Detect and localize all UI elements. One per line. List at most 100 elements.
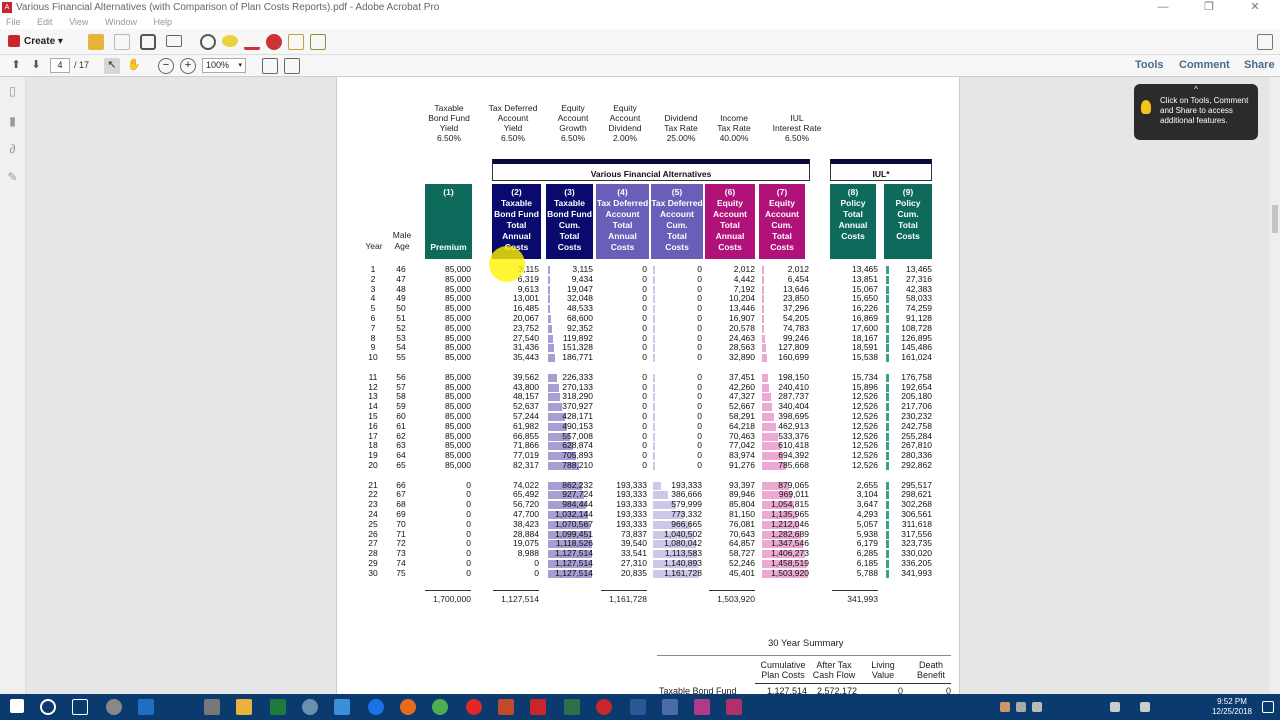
attachments-icon[interactable]: ∂ [9, 142, 16, 156]
table-cell: 490,153 [562, 420, 593, 431]
fit-page-icon[interactable] [262, 58, 278, 74]
table-cell: 65 [396, 460, 406, 470]
table-cell: 42,260 [729, 381, 755, 392]
gear-icon[interactable] [200, 34, 216, 50]
app3-icon[interactable] [596, 699, 612, 715]
fit-width-icon[interactable] [284, 58, 300, 74]
print-icon[interactable] [140, 34, 156, 50]
vertical-scrollbar[interactable] [1270, 77, 1280, 694]
create-button[interactable]: Create ▾ [8, 34, 63, 50]
scrollbar-thumb[interactable] [1272, 205, 1278, 233]
zoom-out-icon[interactable]: − [158, 58, 174, 74]
file-explorer-icon[interactable] [236, 699, 252, 715]
zoom-select[interactable]: 100% ▾ [202, 58, 246, 73]
notifications-icon[interactable] [1262, 701, 1274, 713]
email-icon[interactable] [166, 35, 182, 47]
column-header-line: Account [605, 209, 640, 219]
wifi-icon[interactable] [1110, 702, 1120, 712]
highlight-pen-icon[interactable] [244, 34, 260, 50]
next-page-icon[interactable]: ⬇ [31, 59, 41, 71]
table-cell: 0 [466, 518, 471, 529]
rate-l1 [704, 103, 764, 113]
export-icon[interactable] [288, 34, 304, 50]
zoom-in-icon[interactable]: + [180, 58, 196, 74]
table-cell: 85,000 [445, 381, 471, 392]
word-icon[interactable] [630, 699, 646, 715]
system-clock[interactable]: 9:52 PM 12/25/2018 [1212, 697, 1252, 717]
tray-icon-2[interactable] [1016, 702, 1026, 712]
table-cell: 1,099,451 [555, 528, 593, 539]
table-cell: 0 [642, 273, 647, 284]
table-cell: 6 [370, 313, 376, 323]
table-cell: 0 [466, 509, 471, 519]
table-cell: 862,232 [562, 479, 593, 490]
tools-link[interactable]: Tools [1135, 59, 1164, 71]
table-cell: 193,333 [616, 509, 647, 519]
menu-file[interactable]: File [6, 17, 21, 27]
sign-icon[interactable] [266, 34, 282, 50]
column-header-9: (9) Policy Cum. Total Costs [884, 184, 932, 259]
expand-icon[interactable] [1257, 34, 1273, 50]
comment-link[interactable]: Comment [1179, 59, 1230, 71]
task-view-icon[interactable] [72, 699, 88, 715]
app6-icon[interactable] [726, 699, 742, 715]
value-bar [762, 432, 779, 441]
table-cell: 58,291 [729, 411, 755, 421]
edge-icon[interactable] [368, 699, 384, 715]
app-icon[interactable] [302, 699, 318, 715]
settings-gear-icon[interactable] [106, 699, 122, 715]
search-icon[interactable] [40, 699, 56, 715]
save-icon[interactable] [114, 34, 130, 50]
table-cell: 4,293 [856, 509, 878, 519]
select-cursor-icon[interactable]: ↖ [104, 58, 120, 74]
table-cell: 85,000 [445, 391, 471, 402]
collapse-caret-icon[interactable]: ^ [1194, 85, 1198, 94]
tray-icon-3[interactable] [1032, 702, 1042, 712]
share-link[interactable]: Share [1244, 59, 1275, 71]
network-app-icon[interactable] [334, 699, 350, 715]
acrobat-taskbar-icon[interactable] [530, 699, 546, 715]
open-folder-icon[interactable] [88, 34, 104, 50]
restore-button[interactable]: ❐ [1204, 1, 1214, 13]
chrome-icon[interactable] [432, 699, 448, 715]
table-cell: 76,081 [729, 518, 755, 529]
opera-icon[interactable] [466, 699, 482, 715]
app2-icon[interactable] [564, 699, 580, 715]
table-cell: 6,319 [517, 273, 539, 284]
powerpoint-icon[interactable] [498, 699, 514, 715]
table-cell: 85,000 [445, 322, 471, 333]
menu-window[interactable]: Window [104, 17, 137, 27]
value-bar [762, 550, 805, 559]
year-header: Year [365, 241, 383, 251]
table-cell: 73,837 [621, 528, 647, 539]
menu-view[interactable]: View [69, 17, 89, 27]
page-number-input[interactable]: 4 [50, 58, 70, 73]
page-thumbnails-icon[interactable]: ▯ [9, 84, 16, 98]
menu-help[interactable]: Help [153, 17, 172, 27]
table-cell: 3,115 [572, 264, 593, 274]
edit-pdf-icon[interactable] [310, 34, 326, 50]
table-cell: 785,668 [778, 460, 809, 470]
excel-icon[interactable] [270, 699, 286, 715]
summary-header-aftertax: After Tax Cash Flow [812, 660, 856, 680]
table-cell: 0 [642, 303, 647, 314]
close-button[interactable]: ✕ [1250, 1, 1260, 13]
calculator-icon[interactable] [204, 699, 220, 715]
volume-icon[interactable] [1140, 702, 1150, 712]
column-header-line: Equity [769, 198, 795, 208]
bookmarks-icon[interactable]: ▮ [9, 114, 16, 128]
previous-page-icon[interactable]: ⬆ [11, 59, 21, 71]
comment-bubble-icon[interactable] [222, 35, 238, 47]
outlook-icon[interactable] [138, 699, 154, 715]
app4-icon[interactable] [662, 699, 678, 715]
firefox-icon[interactable] [400, 699, 416, 715]
document-view[interactable]: Taxable Bond Fund Yield 6.50% Tax Deferred Ac… [26, 77, 1270, 694]
minimize-button[interactable]: — [1157, 1, 1169, 13]
app5-icon[interactable] [694, 699, 710, 715]
hand-tool-icon[interactable]: ✋ [127, 59, 141, 71]
windows-start-icon[interactable] [10, 699, 24, 713]
tray-icon-1[interactable] [1000, 702, 1010, 712]
value-bar [886, 383, 889, 392]
signatures-icon[interactable]: ✎ [7, 170, 18, 184]
menu-edit[interactable]: Edit [37, 17, 53, 27]
